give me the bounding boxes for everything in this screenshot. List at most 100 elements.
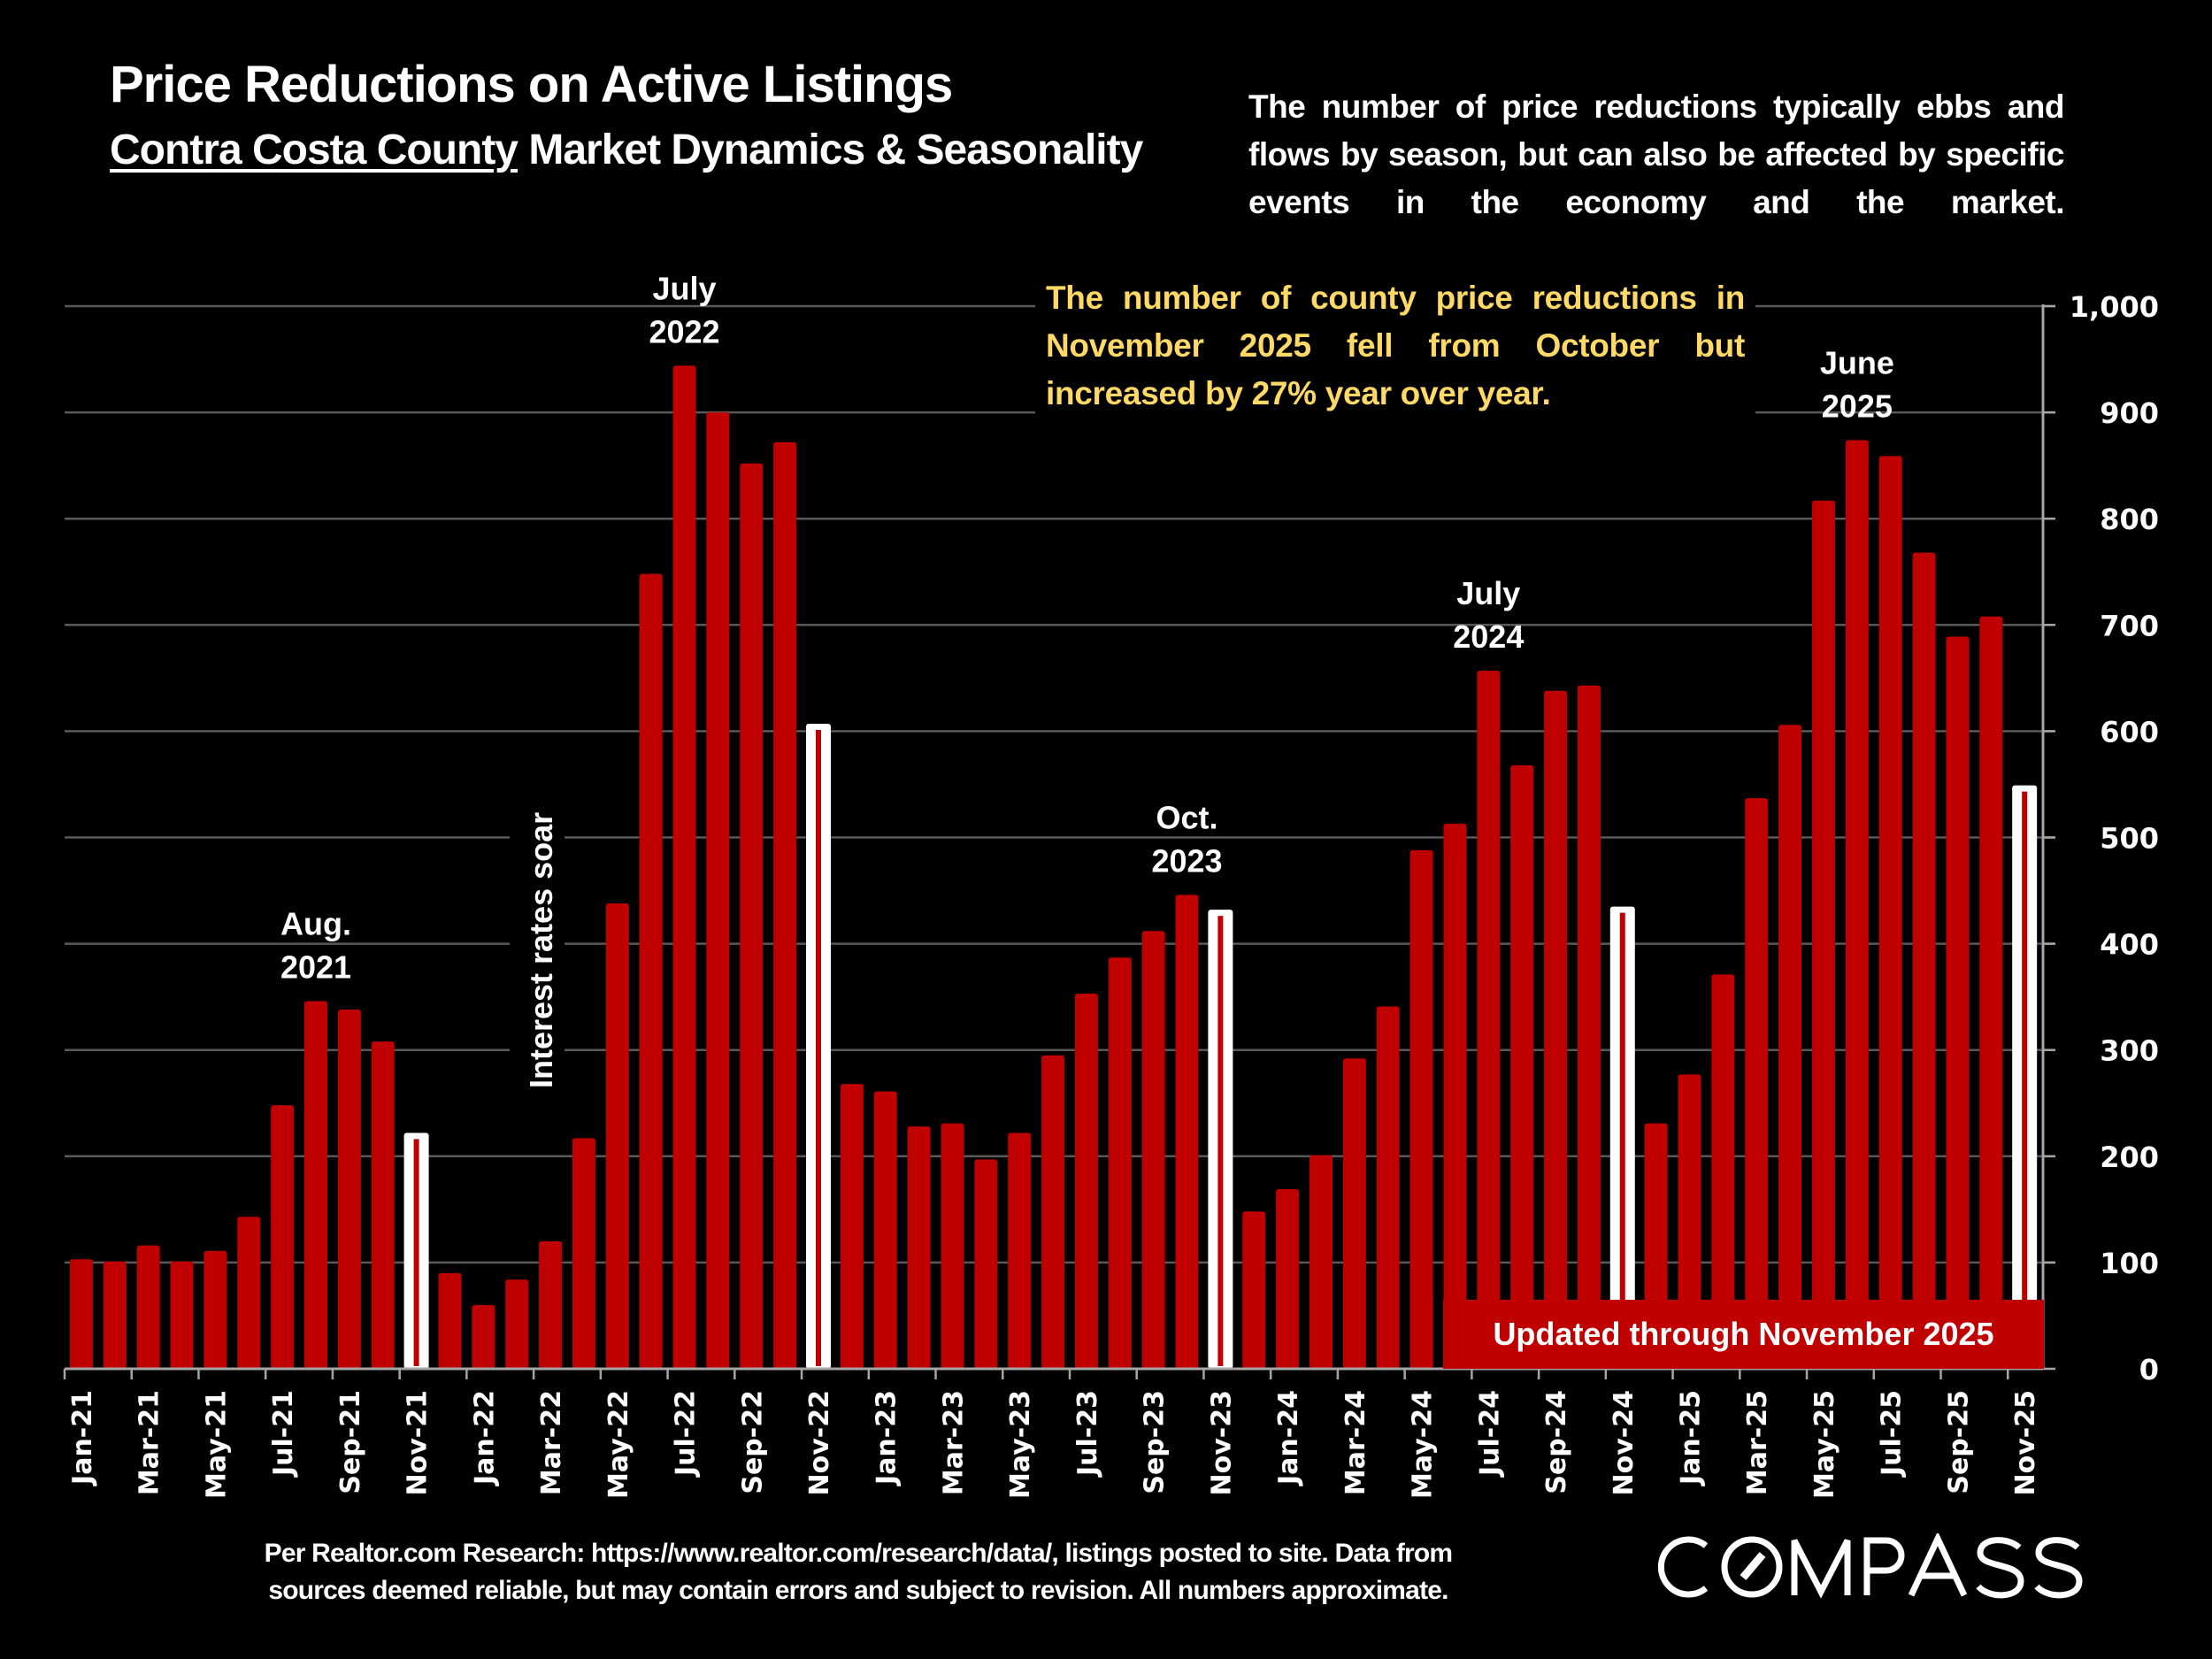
annotations: Aug. 2021 July 2022 Oct. 2023 July 2024 June 2025… bbox=[280, 270, 1894, 1097]
bar bbox=[1477, 670, 1501, 1369]
bar bbox=[605, 902, 629, 1369]
x-tick-label: Sep-23 bbox=[1140, 1390, 1171, 1494]
peak-annotation: Aug. bbox=[280, 905, 351, 941]
bar bbox=[639, 573, 663, 1369]
bar bbox=[472, 1304, 495, 1369]
bar bbox=[1544, 690, 1568, 1369]
bars bbox=[69, 365, 2038, 1370]
bar-highlighted-inner bbox=[413, 1139, 419, 1366]
bar bbox=[170, 1261, 194, 1369]
footnote-line-2: sources deemed reliable, but may contain… bbox=[268, 1576, 1448, 1605]
bar bbox=[539, 1240, 563, 1369]
x-tick-label: Jan-24 bbox=[1273, 1390, 1304, 1486]
bar bbox=[773, 442, 797, 1369]
bar bbox=[1711, 974, 1735, 1369]
y-tick-label: 1,000 bbox=[2070, 290, 2159, 324]
bar bbox=[572, 1138, 595, 1369]
y-tick-label: 100 bbox=[2100, 1247, 2159, 1280]
bar bbox=[237, 1217, 261, 1369]
x-tick-label: Jan-21 bbox=[67, 1390, 98, 1486]
chart-subtitle: Contra Costa County Market Dynamics & Se… bbox=[110, 126, 1143, 174]
bar-highlighted-inner bbox=[2022, 791, 2028, 1366]
bar bbox=[337, 1010, 361, 1369]
bar bbox=[505, 1279, 529, 1369]
y-tick-label: 0 bbox=[2139, 1353, 2159, 1386]
logo-letter-o-icon bbox=[1721, 1536, 1783, 1598]
bar bbox=[907, 1126, 931, 1369]
x-tick-label: Mar-25 bbox=[1742, 1390, 1773, 1495]
x-tick-label: Nov-24 bbox=[1609, 1390, 1640, 1495]
source-footnote: Per Realtor.com Research: https://www.re… bbox=[142, 1535, 1575, 1609]
x-tick-label: May-25 bbox=[1809, 1390, 1840, 1499]
peak-annotation: 2021 bbox=[280, 949, 351, 985]
bar bbox=[706, 412, 730, 1370]
bar bbox=[438, 1272, 462, 1369]
bar bbox=[1074, 994, 1098, 1369]
x-tick-label: Jul-23 bbox=[1072, 1390, 1103, 1478]
y-tick-labels: 0 100 200 300 400 500 600 700 800 900 1,000 bbox=[2070, 290, 2159, 1386]
y-tick-label: 700 bbox=[2100, 609, 2159, 642]
y-tick-label: 800 bbox=[2100, 503, 2159, 536]
bar-highlighted-inner bbox=[815, 729, 821, 1366]
updated-label: Updated through November 2025 bbox=[1493, 1316, 1994, 1352]
x-tick-label: Jul-25 bbox=[1877, 1390, 1908, 1478]
x-tick-labels: Jan-21 Mar-21 May-21 Jul-21 Sep-21 Nov-21 Jan-… bbox=[67, 1390, 2041, 1499]
x-tick-label: Jul-22 bbox=[671, 1390, 702, 1478]
interest-rates-annotation: Interest rates soar bbox=[523, 812, 559, 1088]
peak-annotation: 2025 bbox=[1822, 388, 1893, 424]
y-tick-label: 600 bbox=[2100, 715, 2159, 749]
logo-slash bbox=[1740, 1552, 1766, 1580]
x-tick-label: Mar-22 bbox=[536, 1390, 567, 1495]
bar-highlighted-inner bbox=[1619, 912, 1625, 1366]
bar bbox=[1946, 636, 1970, 1369]
bar bbox=[840, 1084, 864, 1369]
x-tick-label: Jan-22 bbox=[469, 1390, 500, 1486]
x-tick-label: May-23 bbox=[1005, 1390, 1036, 1499]
x-tick-label: Jan-25 bbox=[1676, 1390, 1707, 1486]
bar bbox=[672, 365, 696, 1370]
bar bbox=[1979, 616, 2003, 1369]
x-tick-label: May-22 bbox=[603, 1390, 634, 1499]
y-tick-label: 500 bbox=[2100, 822, 2159, 856]
peak-annotation: July bbox=[653, 270, 717, 306]
bar bbox=[1175, 895, 1199, 1369]
bar bbox=[136, 1245, 160, 1369]
logo-letter-m bbox=[1791, 1539, 1851, 1599]
x-tick-label: Nov-25 bbox=[2010, 1390, 2041, 1495]
x-tick-label: Nov-21 bbox=[403, 1390, 434, 1495]
x-tick-label: Jul-24 bbox=[1474, 1390, 1505, 1478]
x-tick-label: May-21 bbox=[201, 1390, 232, 1499]
bar bbox=[1141, 931, 1165, 1369]
y-tick-label: 900 bbox=[2100, 396, 2159, 430]
logo-letter-s1 bbox=[1976, 1537, 2024, 1599]
logo-letter-a bbox=[1908, 1533, 1968, 1597]
bar bbox=[69, 1259, 93, 1369]
axes bbox=[63, 304, 2055, 1379]
bar bbox=[1577, 685, 1601, 1369]
x-tick-label: Sep-22 bbox=[737, 1390, 768, 1494]
y-tick-label: 200 bbox=[2100, 1141, 2159, 1174]
x-tick-label: Sep-25 bbox=[1943, 1390, 1974, 1494]
bar-highlighted-inner bbox=[1217, 916, 1224, 1366]
peak-annotation: 2022 bbox=[649, 313, 719, 349]
bar bbox=[1376, 1006, 1400, 1369]
updated-through-badge: Updated through November 2025 bbox=[1443, 1300, 2044, 1369]
bar bbox=[873, 1091, 897, 1369]
bar bbox=[271, 1105, 295, 1369]
x-tick-label: Sep-24 bbox=[1541, 1390, 1572, 1494]
bar bbox=[1409, 849, 1433, 1369]
footnote-line-1: Per Realtor.com Research: https://www.re… bbox=[264, 1539, 1453, 1568]
bar bbox=[1811, 500, 1835, 1369]
annotation-backdrop bbox=[509, 801, 565, 1097]
bar bbox=[740, 463, 764, 1369]
intro-text: The number of price reductions typically… bbox=[1248, 88, 2065, 220]
callout-text: The number of county price reductions in… bbox=[1035, 274, 1755, 418]
x-tick-label: Mar-23 bbox=[938, 1390, 969, 1495]
bar bbox=[1845, 440, 1869, 1370]
bar bbox=[204, 1250, 227, 1369]
peak-annotation: June bbox=[1820, 344, 1894, 380]
x-tick-label: Mar-21 bbox=[134, 1390, 165, 1495]
peak-annotation: 2024 bbox=[1453, 618, 1524, 655]
bar bbox=[1276, 1189, 1300, 1369]
bar bbox=[1878, 456, 1902, 1369]
